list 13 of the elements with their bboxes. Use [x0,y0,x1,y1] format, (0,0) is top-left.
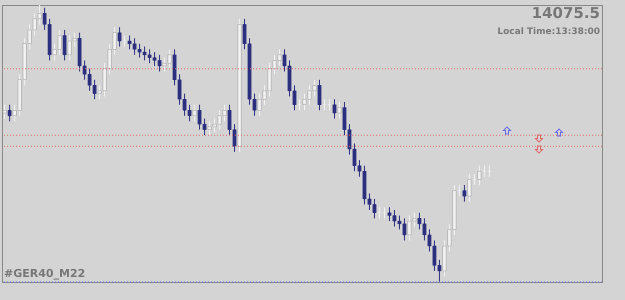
candlestick [332,98,336,120]
annotation: Local Time:13:38:00 [497,27,600,37]
candlestick [318,79,322,111]
candlestick [122,34,126,48]
annotation: 14075.5 [532,4,600,22]
candlestick [8,104,12,122]
candlestick [192,104,196,122]
candlestick [62,29,66,61]
candlestick [338,101,342,120]
annotation: #GER40_M22 [4,267,86,280]
candlestick [462,184,466,202]
candlestick [2,104,6,120]
candlestick [118,26,122,48]
